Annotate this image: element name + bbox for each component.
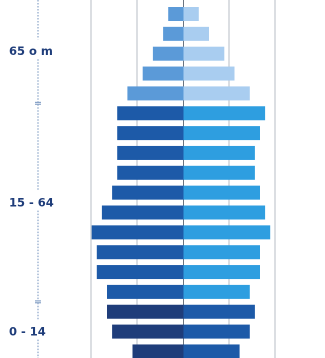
- age-group-label: 15 - 64: [9, 196, 54, 210]
- bar-right: [183, 304, 255, 319]
- bar-left: [112, 324, 184, 339]
- bar-right: [183, 26, 209, 41]
- bar-left: [152, 46, 184, 61]
- bar-right: [183, 245, 260, 260]
- bar-right: [183, 86, 250, 101]
- bar-right: [183, 165, 255, 180]
- bar-right: [183, 66, 235, 81]
- bar-left: [96, 245, 184, 260]
- bar-left: [117, 106, 184, 121]
- bar-left: [117, 126, 184, 141]
- bar-right: [183, 145, 255, 160]
- age-group-label: 0 - 14: [9, 325, 46, 339]
- bar-right: [183, 126, 260, 141]
- bar-right: [183, 106, 266, 121]
- bar-left: [91, 225, 184, 240]
- bar-left: [101, 205, 184, 220]
- bar-left: [117, 165, 184, 180]
- bar-right: [183, 344, 240, 358]
- bar-left: [96, 265, 184, 280]
- bar-left: [117, 145, 184, 160]
- bar-right: [183, 284, 250, 299]
- bar-right: [183, 205, 266, 220]
- bar-left: [112, 185, 184, 200]
- bars: [91, 7, 271, 358]
- bar-left: [107, 304, 184, 319]
- bar-left: [163, 26, 184, 41]
- bar-right: [183, 46, 225, 61]
- bar-left: [168, 7, 184, 21]
- bar-right: [183, 185, 260, 200]
- bar-right: [183, 324, 250, 339]
- age-brackets: 65 o m 15 - 64 0 - 14: [9, 0, 54, 358]
- bar-right: [183, 225, 271, 240]
- bar-right: [183, 7, 199, 21]
- age-group-label: 65 o m: [9, 44, 53, 58]
- bar-left: [142, 66, 184, 81]
- bar-right: [183, 265, 260, 280]
- bar-left: [107, 284, 184, 299]
- bar-left: [127, 86, 184, 101]
- bar-left: [132, 344, 184, 358]
